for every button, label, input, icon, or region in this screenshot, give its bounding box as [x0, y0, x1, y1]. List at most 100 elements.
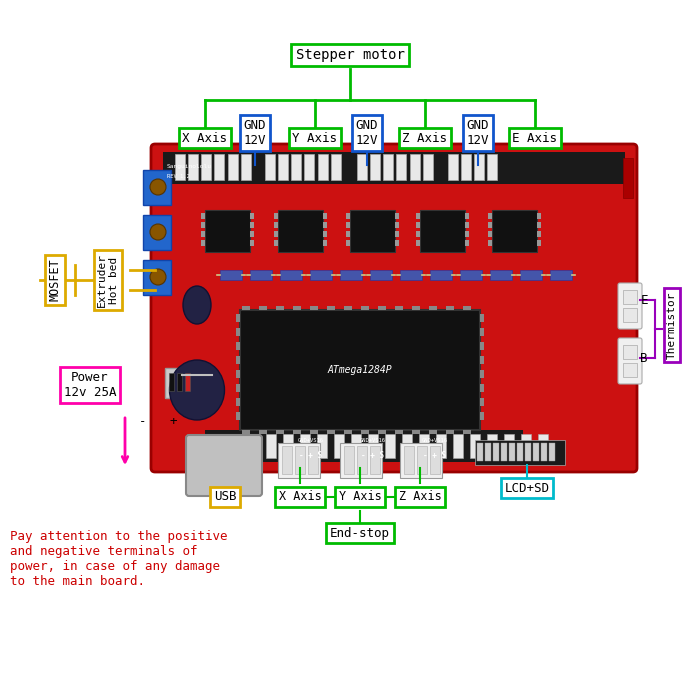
- Bar: [420, 210, 465, 252]
- Bar: [344, 306, 352, 310]
- Bar: [205, 210, 250, 252]
- Bar: [465, 213, 469, 219]
- Bar: [274, 231, 278, 237]
- Bar: [357, 446, 367, 474]
- Text: - + S: - + S: [424, 451, 447, 459]
- Bar: [232, 434, 242, 458]
- Text: MOSFET: MOSFET: [48, 258, 62, 302]
- Text: E: E: [640, 293, 648, 307]
- Bar: [417, 446, 427, 474]
- FancyBboxPatch shape: [618, 283, 642, 329]
- Bar: [537, 231, 541, 237]
- Bar: [395, 222, 399, 228]
- Bar: [250, 240, 254, 246]
- Bar: [402, 434, 412, 458]
- Bar: [480, 398, 484, 406]
- Bar: [236, 384, 240, 392]
- Text: GND
12V: GND 12V: [467, 119, 489, 147]
- Bar: [461, 154, 471, 180]
- Bar: [480, 314, 484, 322]
- Bar: [323, 231, 327, 237]
- Bar: [293, 430, 301, 434]
- Text: X Axis: X Axis: [279, 491, 321, 503]
- Text: Thermistor: Thermistor: [667, 291, 677, 358]
- Bar: [492, 210, 537, 252]
- Bar: [274, 222, 278, 228]
- Bar: [291, 154, 301, 180]
- Bar: [446, 430, 454, 434]
- Bar: [412, 430, 420, 434]
- Bar: [487, 154, 497, 180]
- Bar: [525, 443, 531, 461]
- Bar: [344, 430, 352, 434]
- Bar: [165, 368, 203, 398]
- Bar: [327, 430, 335, 434]
- Bar: [480, 356, 484, 364]
- Bar: [400, 443, 442, 478]
- Bar: [163, 152, 625, 184]
- Bar: [550, 270, 572, 280]
- Bar: [474, 154, 484, 180]
- Text: GND
12V: GND 12V: [356, 119, 378, 147]
- Bar: [541, 443, 547, 461]
- Bar: [509, 443, 515, 461]
- Bar: [395, 240, 399, 246]
- Bar: [323, 222, 327, 228]
- Bar: [623, 308, 637, 322]
- Bar: [304, 154, 314, 180]
- Bar: [480, 370, 484, 378]
- Bar: [501, 443, 507, 461]
- Bar: [370, 154, 380, 180]
- Bar: [185, 373, 190, 391]
- Bar: [538, 434, 548, 458]
- Bar: [274, 240, 278, 246]
- Bar: [317, 434, 327, 458]
- Ellipse shape: [169, 360, 225, 420]
- Text: LCD+SD: LCD+SD: [505, 482, 550, 494]
- Bar: [477, 443, 483, 461]
- Bar: [280, 270, 302, 280]
- Bar: [549, 443, 555, 461]
- Bar: [623, 345, 637, 359]
- Bar: [463, 306, 471, 310]
- Bar: [300, 434, 310, 458]
- Bar: [493, 443, 499, 461]
- Bar: [361, 306, 369, 310]
- Bar: [346, 231, 350, 237]
- Text: GND+VS16: GND+VS16: [298, 438, 324, 442]
- Bar: [188, 154, 198, 180]
- Bar: [412, 306, 420, 310]
- Bar: [250, 222, 254, 228]
- Bar: [470, 434, 480, 458]
- Text: GND
12V: GND 12V: [244, 119, 266, 147]
- Bar: [175, 154, 185, 180]
- Text: GND+VS16: GND+VS16: [422, 438, 448, 442]
- Bar: [436, 434, 446, 458]
- Bar: [429, 430, 437, 434]
- Bar: [410, 154, 420, 180]
- Bar: [282, 446, 292, 474]
- Bar: [517, 443, 523, 461]
- Bar: [265, 154, 275, 180]
- Bar: [623, 290, 637, 304]
- Bar: [533, 443, 539, 461]
- Bar: [250, 231, 254, 237]
- Bar: [475, 440, 565, 465]
- Bar: [276, 306, 284, 310]
- Bar: [293, 306, 301, 310]
- Bar: [521, 434, 531, 458]
- Text: End-stop: End-stop: [330, 526, 390, 540]
- Bar: [323, 213, 327, 219]
- Text: GND+VS16: GND+VS16: [360, 438, 386, 442]
- Bar: [465, 231, 469, 237]
- Bar: [520, 270, 542, 280]
- Bar: [340, 443, 382, 478]
- Bar: [143, 215, 171, 250]
- Bar: [448, 154, 458, 180]
- Bar: [259, 306, 267, 310]
- Bar: [465, 240, 469, 246]
- Bar: [201, 222, 205, 228]
- Bar: [143, 260, 171, 295]
- Bar: [537, 213, 541, 219]
- Bar: [327, 306, 335, 310]
